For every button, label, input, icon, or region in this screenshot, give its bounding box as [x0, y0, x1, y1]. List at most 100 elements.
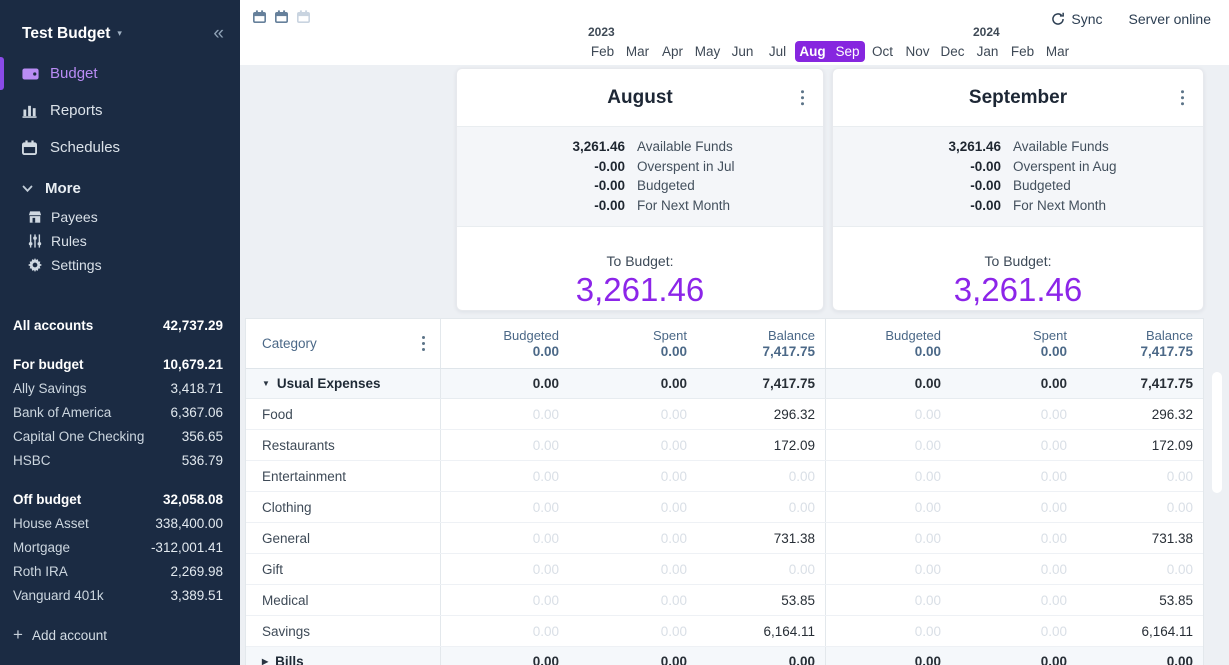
sidebar-item-schedules[interactable]: Schedules [0, 129, 240, 166]
sidebar-item-rules[interactable]: Rules [0, 229, 240, 253]
balance-cell[interactable]: 6,164.11 [763, 623, 815, 639]
balance-column-header[interactable]: Balance 7,417.75 [762, 328, 815, 359]
triangle-down-icon[interactable]: ▼ [262, 379, 270, 388]
category-name[interactable]: Gift [246, 554, 441, 584]
month-cell[interactable]: Mar [625, 44, 650, 59]
balance-cell[interactable]: 296.32 [773, 406, 815, 422]
server-status[interactable]: Server online [1128, 11, 1212, 27]
budgeted-cell[interactable]: 0.00 [532, 406, 559, 422]
group-budgeted-cell[interactable]: 0.00 [532, 376, 559, 391]
triangle-right-icon[interactable]: ▶ [262, 657, 269, 665]
account-row[interactable]: HSBC 536.79 [0, 448, 240, 472]
group-spent-cell[interactable]: 0.00 [660, 376, 687, 391]
month-cell[interactable]: Mar [1045, 44, 1070, 59]
budgeted-column-header[interactable]: Budgeted 0.00 [825, 319, 951, 368]
balance-cell[interactable]: 172.09 [773, 437, 815, 453]
calendar-icon-disabled[interactable] [295, 8, 312, 25]
budgeted-cell[interactable]: 0.00 [825, 585, 951, 615]
group-spent-cell[interactable]: 0.00 [1040, 654, 1067, 665]
budgeted-cell[interactable]: 0.00 [532, 468, 559, 484]
month-cell[interactable]: May [694, 44, 721, 59]
group-balance-cell[interactable]: 7,417.75 [762, 376, 815, 391]
month-cell[interactable]: Sep [830, 41, 865, 62]
balance-cell[interactable]: 172.09 [1151, 437, 1193, 453]
budgeted-cell[interactable]: 0.00 [532, 437, 559, 453]
spent-cell[interactable]: 0.00 [1040, 468, 1067, 484]
group-spent-cell[interactable]: 0.00 [1040, 376, 1067, 391]
add-account-button[interactable]: + Add account [0, 623, 240, 647]
category-name[interactable]: General [246, 523, 441, 553]
group-budgeted-cell[interactable]: 0.00 [532, 654, 559, 665]
category-name[interactable]: Food [246, 399, 441, 429]
budgeted-cell[interactable]: 0.00 [825, 430, 951, 460]
to-budget-amount[interactable]: 3,261.46 [953, 271, 1083, 308]
category-name[interactable]: Restaurants [246, 430, 441, 460]
balance-cell[interactable]: 53.85 [1159, 592, 1193, 608]
account-row[interactable]: Ally Savings 3,418.71 [0, 376, 240, 400]
budgeted-cell[interactable]: 0.00 [825, 492, 951, 522]
collapse-sidebar-icon[interactable]: « [213, 23, 224, 44]
budgeted-cell[interactable]: 0.00 [825, 554, 951, 584]
budgeted-cell[interactable]: 0.00 [825, 399, 951, 429]
balance-cell[interactable]: 6,164.11 [1141, 623, 1193, 639]
account-group-header[interactable]: Off budget 32,058.08 [0, 487, 240, 511]
budgeted-cell[interactable]: 0.00 [532, 561, 559, 577]
spent-cell[interactable]: 0.00 [660, 561, 687, 577]
month-cell[interactable]: Oct [871, 44, 893, 59]
spent-cell[interactable]: 0.00 [660, 530, 687, 546]
month-cell[interactable]: Jul [768, 44, 787, 59]
category-name[interactable]: Medical [246, 585, 441, 615]
spent-cell[interactable]: 0.00 [1040, 437, 1067, 453]
balance-cell[interactable]: 0.00 [1166, 499, 1193, 515]
balance-cell[interactable]: 731.38 [1151, 530, 1193, 546]
category-name[interactable]: Clothing [246, 492, 441, 522]
calendar-icon[interactable] [273, 8, 290, 25]
group-budgeted-cell[interactable]: 0.00 [825, 647, 951, 665]
balance-column-header[interactable]: Balance 7,417.75 [1140, 328, 1193, 359]
budget-switcher[interactable]: Test Budget ▾ [22, 25, 122, 43]
all-accounts-row[interactable]: All accounts 42,737.29 [0, 313, 240, 337]
sidebar-item-reports[interactable]: Reports [0, 92, 240, 129]
budgeted-cell[interactable]: 0.00 [532, 499, 559, 515]
sidebar-item-budget[interactable]: Budget [0, 55, 240, 92]
balance-cell[interactable]: 296.32 [1151, 406, 1193, 422]
group-balance-cell[interactable]: 7,417.75 [1140, 376, 1193, 391]
category-name[interactable]: Entertainment [246, 461, 441, 491]
spent-cell[interactable]: 0.00 [1040, 561, 1067, 577]
sidebar-item-settings[interactable]: Settings [0, 253, 240, 277]
account-row[interactable]: House Asset 338,400.00 [0, 511, 240, 535]
sidebar-item-payees[interactable]: Payees [0, 205, 240, 229]
month-cell[interactable]: Jun [731, 44, 754, 59]
month-cell[interactable]: Aug [795, 41, 830, 62]
category-menu-icon[interactable] [419, 333, 429, 355]
spent-cell[interactable]: 0.00 [1040, 406, 1067, 422]
balance-cell[interactable]: 0.00 [1166, 468, 1193, 484]
month-menu-icon[interactable] [798, 87, 808, 109]
sync-button[interactable]: Sync [1051, 11, 1103, 27]
balance-cell[interactable]: 0.00 [788, 468, 815, 484]
group-budgeted-cell[interactable]: 0.00 [825, 369, 951, 398]
spent-column-header[interactable]: Spent 0.00 [1033, 328, 1067, 359]
account-group-header[interactable]: For budget 10,679.21 [0, 352, 240, 376]
balance-cell[interactable]: 53.85 [781, 592, 815, 608]
budgeted-cell[interactable]: 0.00 [825, 523, 951, 553]
spent-cell[interactable]: 0.00 [1040, 623, 1067, 639]
month-cell[interactable]: Dec [940, 44, 965, 59]
spent-cell[interactable]: 0.00 [1040, 499, 1067, 515]
budgeted-cell[interactable]: 0.00 [825, 616, 951, 646]
spent-column-header[interactable]: Spent 0.00 [653, 328, 687, 359]
balance-cell[interactable]: 0.00 [1166, 561, 1193, 577]
spent-cell[interactable]: 0.00 [660, 437, 687, 453]
month-cell[interactable]: Nov [905, 44, 930, 59]
month-cell[interactable]: Apr [661, 44, 683, 59]
account-row[interactable]: Capital One Checking 356.65 [0, 424, 240, 448]
budgeted-column-header[interactable]: Budgeted 0.00 [503, 328, 559, 359]
spent-cell[interactable]: 0.00 [660, 592, 687, 608]
month-cell[interactable]: Jan [976, 44, 999, 59]
month-menu-icon[interactable] [1178, 87, 1188, 109]
account-row[interactable]: Bank of America 6,367.06 [0, 400, 240, 424]
balance-cell[interactable]: 731.38 [773, 530, 815, 546]
group-spent-cell[interactable]: 0.00 [660, 654, 687, 665]
budgeted-cell[interactable]: 0.00 [532, 592, 559, 608]
month-cell[interactable]: Feb [1010, 44, 1035, 59]
